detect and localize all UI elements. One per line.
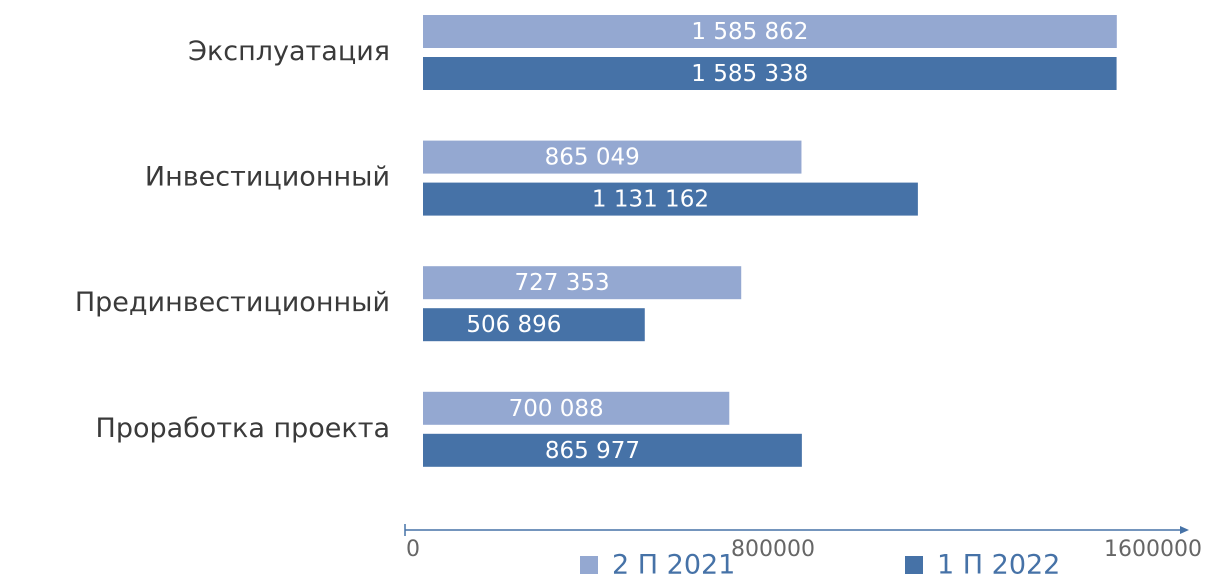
x-tick-label: 1600000 [1104, 537, 1202, 562]
value-label: 1 131 162 [592, 187, 709, 213]
bar [423, 308, 645, 342]
value-label: 1 585 862 [691, 19, 808, 45]
axis-arrow [1180, 526, 1189, 534]
value-label: 700 088 [509, 396, 604, 422]
legend-label: 1 П 2022 [937, 550, 1060, 580]
bar [423, 140, 802, 174]
bar [423, 182, 918, 216]
category-label: Эксплуатация [188, 36, 390, 67]
x-tick-label: 0 [406, 537, 420, 562]
x-tick-label: 800000 [731, 537, 815, 562]
legend-label: 2 П 2021 [612, 550, 735, 580]
bar [423, 433, 802, 467]
value-label: 865 049 [545, 145, 640, 171]
category-label: Проработка проекта [96, 413, 390, 444]
bar [423, 15, 1117, 48]
legend-swatch [905, 556, 923, 574]
value-label: 727 353 [515, 270, 610, 296]
category-label: Прединвестиционный [75, 287, 390, 318]
legend-swatch [580, 556, 598, 574]
value-label: 865 977 [545, 438, 640, 464]
value-label: 506 896 [466, 312, 561, 338]
value-label: 1 585 338 [691, 61, 808, 87]
bar [423, 391, 730, 425]
bar [423, 57, 1117, 90]
category-label: Инвестиционный [145, 162, 390, 193]
bar [423, 266, 742, 300]
